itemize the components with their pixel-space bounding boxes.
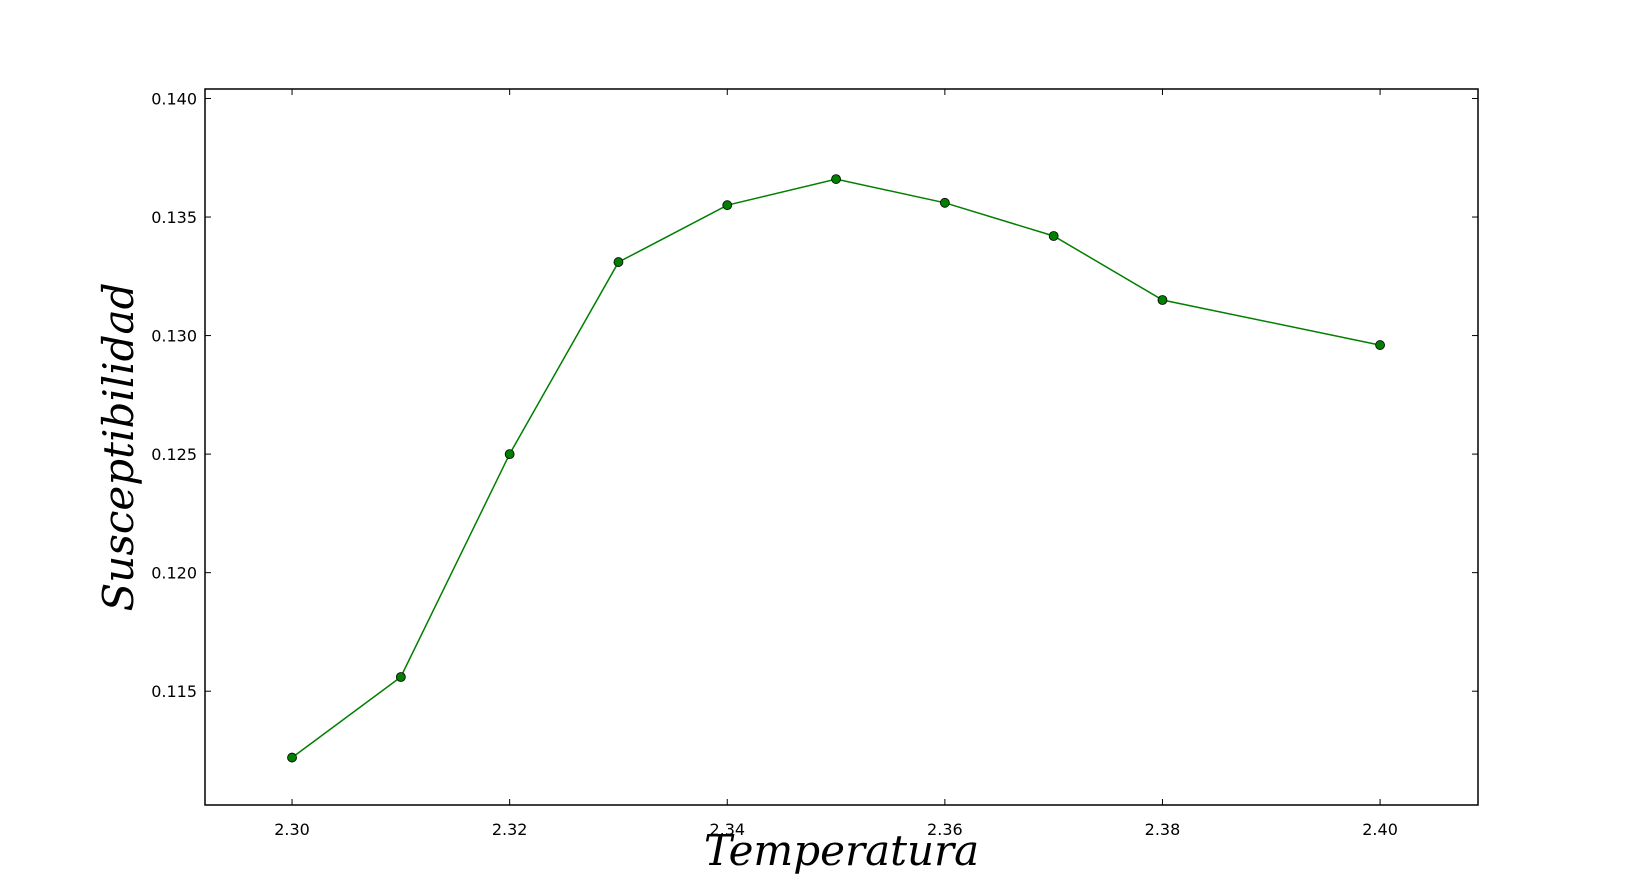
data-point: [722, 200, 733, 211]
x-axis-title: Temperatura: [704, 826, 979, 875]
data-point: [287, 752, 297, 763]
x-tick-label: 2.34: [709, 820, 745, 839]
data-point: [395, 672, 406, 682]
y-tick-label: 0.130: [151, 327, 197, 346]
data-point: [1157, 295, 1168, 305]
data-point: [1048, 231, 1059, 241]
plot-area: [204, 88, 1479, 806]
axis-ticks: [205, 89, 1478, 805]
x-tick-label: 2.36: [927, 820, 963, 839]
data-point: [504, 449, 515, 460]
y-tick-label: 0.125: [151, 445, 197, 464]
series-group: [287, 174, 1385, 763]
data-point: [1375, 340, 1385, 350]
y-axis-title: Susceptibilidad: [94, 283, 143, 612]
x-tick-label: 2.30: [274, 820, 310, 839]
axis-tick-labels: 2.30 2.32 2.34 2.36 2.38 2.40 0.115 0.120 0.125 0…: [151, 89, 1398, 839]
data-point: [939, 197, 950, 208]
y-tick-label: 0.135: [151, 208, 197, 227]
y-tick-label: 0.140: [151, 89, 197, 108]
y-tick-label: 0.115: [151, 682, 197, 701]
x-tick-label: 2.38: [1145, 820, 1181, 839]
x-tick-label: 2.32: [492, 820, 528, 839]
data-point: [831, 174, 841, 184]
y-tick-label: 0.120: [151, 564, 197, 583]
data-point: [613, 257, 624, 267]
series-line: [291, 178, 1381, 759]
x-tick-label: 2.40: [1362, 820, 1398, 839]
